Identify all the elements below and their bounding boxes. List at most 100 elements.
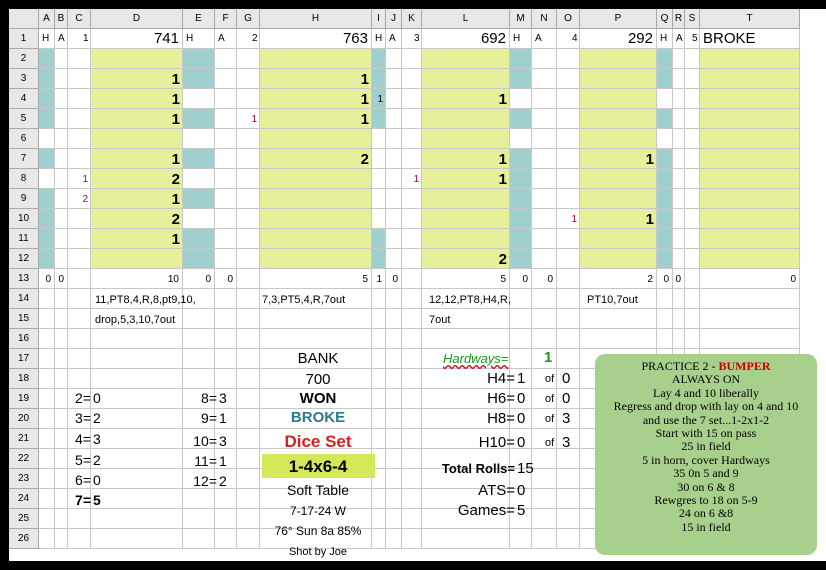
cell[interactable]: [183, 189, 215, 209]
cell[interactable]: [657, 309, 673, 329]
cell[interactable]: [557, 449, 580, 469]
cell[interactable]: [510, 309, 532, 329]
cell[interactable]: [183, 289, 215, 309]
cell[interactable]: [372, 129, 386, 149]
cell[interactable]: [260, 49, 372, 69]
cell[interactable]: [532, 329, 557, 349]
cell[interactable]: [685, 149, 700, 169]
cell[interactable]: [386, 109, 402, 129]
cell[interactable]: [673, 49, 685, 69]
row-header-21[interactable]: 21: [9, 429, 39, 449]
cell[interactable]: [557, 149, 580, 169]
cell[interactable]: [39, 329, 55, 349]
cell[interactable]: [422, 149, 510, 169]
cell[interactable]: [557, 49, 580, 69]
cell[interactable]: [510, 349, 532, 369]
cell[interactable]: [510, 49, 532, 69]
cell[interactable]: [372, 469, 386, 489]
cell[interactable]: [580, 209, 657, 229]
cell[interactable]: [372, 429, 386, 449]
cell[interactable]: [68, 49, 91, 69]
cell[interactable]: [685, 29, 700, 49]
cell[interactable]: [68, 309, 91, 329]
cell[interactable]: [510, 209, 532, 229]
cell[interactable]: [55, 229, 68, 249]
cell[interactable]: [557, 329, 580, 349]
cell[interactable]: [422, 289, 510, 309]
cell[interactable]: [510, 409, 532, 429]
cell[interactable]: [215, 69, 237, 89]
cell[interactable]: [532, 69, 557, 89]
cell[interactable]: [68, 149, 91, 169]
cell[interactable]: [422, 509, 510, 529]
cell[interactable]: [372, 149, 386, 169]
cell[interactable]: [510, 149, 532, 169]
cell[interactable]: [510, 329, 532, 349]
column-header-j[interactable]: J: [386, 9, 402, 29]
cell[interactable]: [532, 529, 557, 549]
cell[interactable]: [215, 469, 237, 489]
cell[interactable]: [55, 109, 68, 129]
cell[interactable]: [422, 389, 510, 409]
cell[interactable]: [685, 309, 700, 329]
cell[interactable]: [55, 129, 68, 149]
cell[interactable]: [557, 289, 580, 309]
cell[interactable]: [700, 29, 800, 49]
cell[interactable]: [422, 29, 510, 49]
cell[interactable]: [91, 249, 183, 269]
cell[interactable]: [532, 369, 557, 389]
cell[interactable]: [510, 269, 532, 289]
cell[interactable]: [68, 509, 91, 529]
cell[interactable]: [700, 109, 800, 129]
column-header-g[interactable]: G: [237, 9, 260, 29]
cell[interactable]: [237, 389, 260, 409]
cell[interactable]: [700, 229, 800, 249]
cell[interactable]: [183, 49, 215, 69]
cell[interactable]: [237, 449, 260, 469]
row-header-14[interactable]: 14: [9, 289, 39, 309]
cell[interactable]: [91, 429, 183, 449]
cell[interactable]: [657, 189, 673, 209]
cell[interactable]: [68, 409, 91, 429]
cell[interactable]: [55, 209, 68, 229]
cell[interactable]: [532, 89, 557, 109]
row-header-12[interactable]: 12: [9, 249, 39, 269]
cell[interactable]: [532, 289, 557, 309]
cell[interactable]: [386, 169, 402, 189]
cell[interactable]: [183, 469, 215, 489]
row-header-5[interactable]: 5: [9, 109, 39, 129]
cell[interactable]: [91, 449, 183, 469]
row-header-8[interactable]: 8: [9, 169, 39, 189]
cell[interactable]: [510, 89, 532, 109]
cell[interactable]: [673, 109, 685, 129]
cell[interactable]: [183, 169, 215, 189]
cell[interactable]: [422, 49, 510, 69]
cell[interactable]: [685, 269, 700, 289]
row-header-26[interactable]: 26: [9, 529, 39, 549]
cell[interactable]: [422, 369, 510, 389]
cell[interactable]: [215, 509, 237, 529]
cell[interactable]: [700, 169, 800, 189]
cell[interactable]: [510, 389, 532, 409]
cell[interactable]: [685, 49, 700, 69]
cell[interactable]: [91, 509, 183, 529]
cell[interactable]: [237, 69, 260, 89]
cell[interactable]: [422, 89, 510, 109]
cell[interactable]: [39, 409, 55, 429]
select-all-corner[interactable]: [9, 9, 39, 29]
cell[interactable]: [183, 489, 215, 509]
cell[interactable]: [183, 129, 215, 149]
cell[interactable]: [55, 269, 68, 289]
column-header-o[interactable]: O: [557, 9, 580, 29]
cell[interactable]: [91, 309, 183, 329]
cell[interactable]: [402, 309, 422, 329]
cell[interactable]: [510, 289, 532, 309]
cell[interactable]: [532, 229, 557, 249]
cell[interactable]: [657, 89, 673, 109]
cell[interactable]: [402, 269, 422, 289]
cell[interactable]: [700, 209, 800, 229]
cell[interactable]: [372, 109, 386, 129]
cell[interactable]: [557, 509, 580, 529]
cell[interactable]: [557, 109, 580, 129]
cell[interactable]: [237, 289, 260, 309]
